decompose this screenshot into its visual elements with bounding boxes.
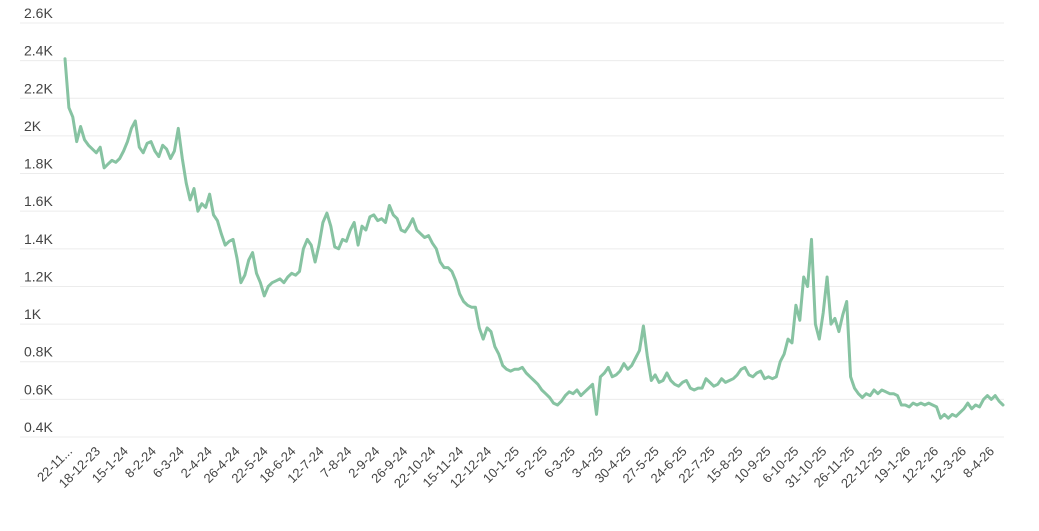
y-tick-label: 2.4K bbox=[24, 43, 53, 59]
y-tick-label: 2.2K bbox=[24, 80, 53, 96]
x-tick-label: 8-4-26 bbox=[960, 444, 997, 481]
series-layer bbox=[63, 57, 1005, 420]
y-tick-label: 1.8K bbox=[24, 156, 53, 172]
y-tick-label: 1.2K bbox=[24, 268, 53, 284]
y-tick-label: 2K bbox=[24, 118, 42, 134]
y-tick-label: 0.6K bbox=[24, 381, 53, 397]
y-axis: 0.4K 0.6K 0.8K 1K 1.2K 1.4K 1.6K 1.8K 2K 2.2K 2.4K… bbox=[24, 5, 53, 435]
gridlines bbox=[20, 22, 1004, 438]
y-tick-label: 0.4K bbox=[24, 419, 53, 435]
y-tick-label: 0.8K bbox=[24, 344, 53, 360]
y-tick-label: 1.4K bbox=[24, 231, 53, 247]
y-tick-label: 1.6K bbox=[24, 193, 53, 209]
y-tick-label: 1K bbox=[24, 306, 42, 322]
x-axis: 22-11...18-12-2315-1-248-2-246-3-242-4-2… bbox=[34, 444, 997, 491]
y-tick-label: 2.6K bbox=[24, 5, 53, 21]
series-line bbox=[63, 57, 1005, 420]
